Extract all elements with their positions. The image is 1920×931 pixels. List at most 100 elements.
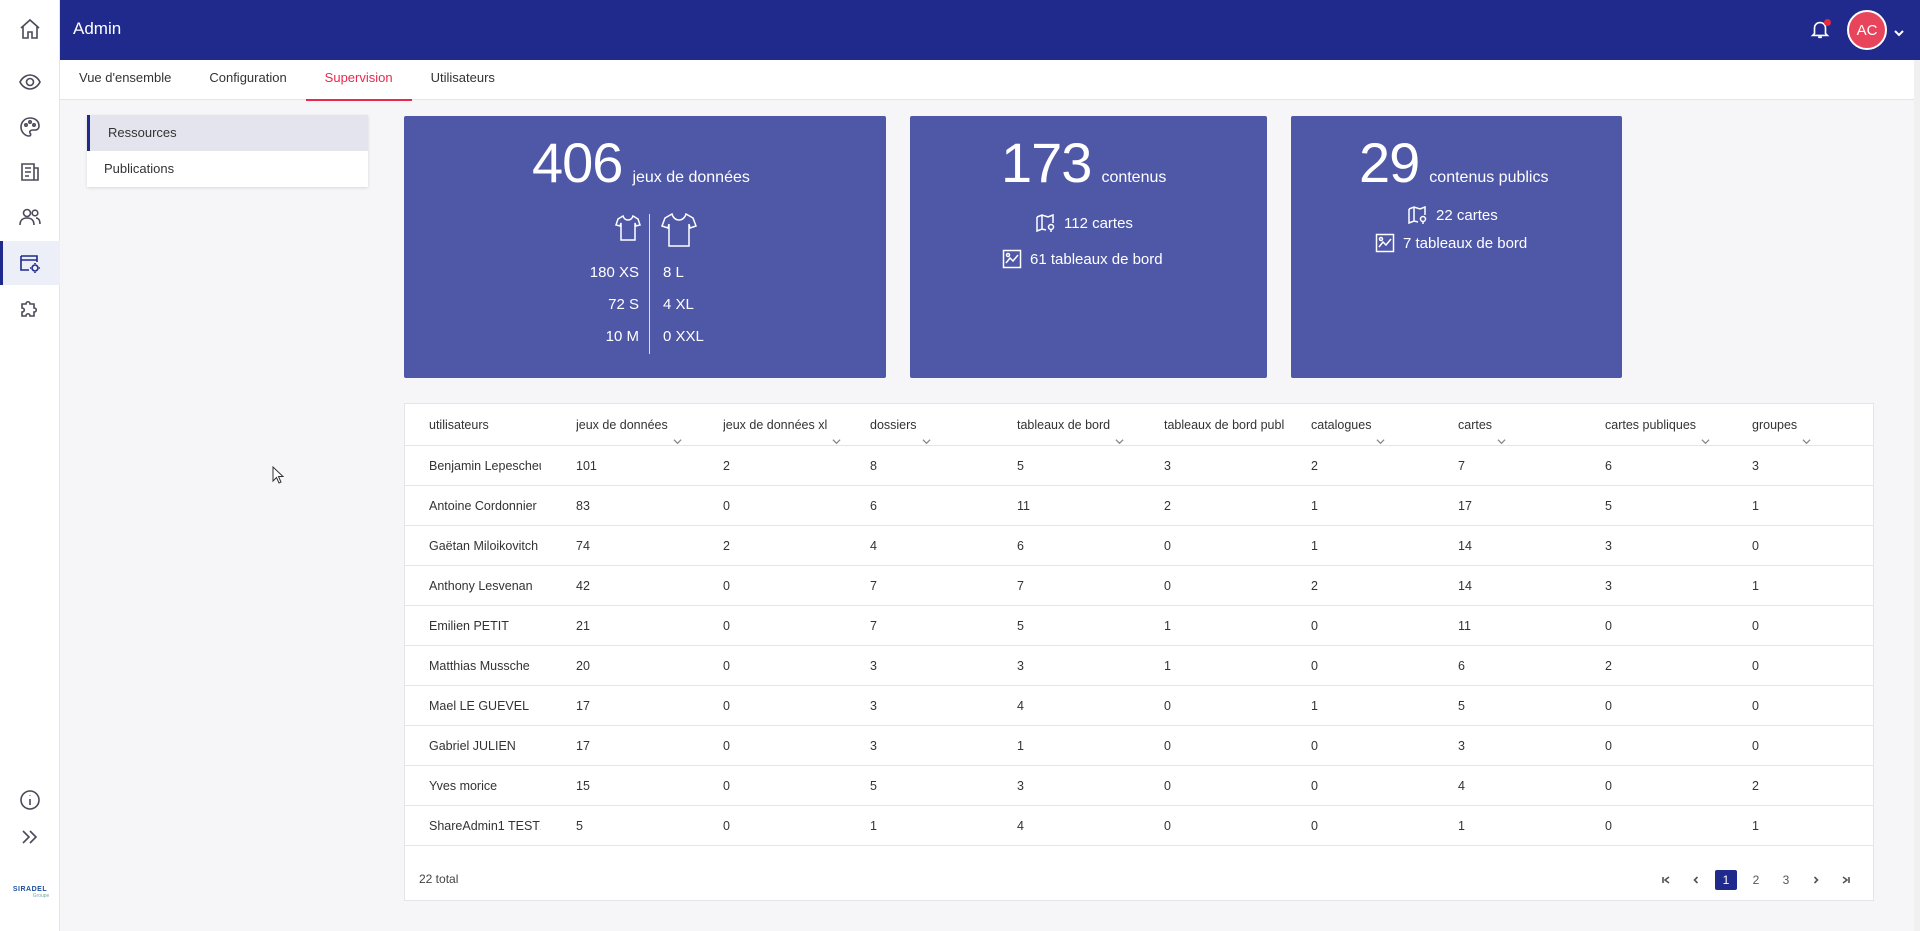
sort-chevron-icon[interactable]: [1115, 421, 1124, 445]
column-header[interactable]: jeux de données xl: [723, 404, 863, 446]
sort-chevron-icon[interactable]: [673, 421, 682, 445]
table-cell: 5: [1017, 619, 1024, 633]
table-cell: 21: [576, 619, 590, 633]
column-header[interactable]: tableaux de bord: [1017, 404, 1157, 446]
table-cell: 1: [1017, 739, 1024, 753]
next-page-icon[interactable]: [1805, 870, 1827, 890]
contents-dashboards: 61 tableaux de bord: [1030, 250, 1163, 268]
table-row[interactable]: Mael LE GUEVEL 17 0 3 4 0 1 5 0 0: [405, 686, 1873, 726]
table-row[interactable]: Gabriel JULIEN 17 0 3 1 0 0 3 0 0: [405, 726, 1873, 766]
table-row[interactable]: Anthony Lesvenan 42 0 7 7 0 2 14 3 1: [405, 566, 1873, 606]
palette-icon[interactable]: [0, 106, 60, 148]
notifications-bell-icon[interactable]: [1809, 18, 1831, 42]
table-cell: 20: [576, 659, 590, 673]
map-icon: [1036, 213, 1055, 233]
contents-card: 173 contenus 112 cartes 61 tableaux de b…: [910, 116, 1267, 378]
column-header[interactable]: groupes: [1752, 404, 1892, 446]
table-row[interactable]: ShareAdmin1 TEST1 5 0 1 4 0 0 1 0 1: [405, 806, 1873, 846]
user-name-cell: Antoine Cordonnier: [429, 499, 537, 513]
table-row[interactable]: Emilien PETIT 21 0 7 5 1 0 11 0 0: [405, 606, 1873, 646]
notification-dot: [1824, 19, 1831, 26]
expand-icon[interactable]: [0, 816, 60, 858]
puzzle-icon[interactable]: [0, 287, 60, 329]
table-cell: 0: [1752, 699, 1759, 713]
column-header[interactable]: catalogues: [1311, 404, 1451, 446]
admin-settings-icon[interactable]: [0, 241, 60, 285]
page-button-1[interactable]: 1: [1715, 870, 1737, 890]
home-icon[interactable]: [0, 8, 60, 50]
table-cell: 0: [1605, 779, 1612, 793]
column-header-label: dossiers: [870, 418, 917, 432]
tab-users[interactable]: Utilisateurs: [430, 70, 495, 85]
page-scrollbar[interactable]: [1914, 60, 1920, 931]
side-menu-item-ressources[interactable]: Ressources: [87, 115, 368, 151]
sort-chevron-icon[interactable]: [1701, 421, 1710, 445]
table-row[interactable]: Benjamin Lepescheu 101 2 8 5 3 2 7 6 3: [405, 446, 1873, 486]
public-contents-card: 29 contenus publics 22 cartes 7 tableaux…: [1291, 116, 1622, 378]
sort-chevron-icon[interactable]: [1376, 421, 1386, 445]
page-button-3[interactable]: 3: [1782, 873, 1790, 887]
table-cell: 4: [1017, 819, 1024, 833]
chevron-down-icon[interactable]: [1894, 25, 1904, 37]
sort-chevron-icon[interactable]: [1802, 421, 1811, 445]
size-l: 8 L: [663, 264, 684, 281]
user-name-cell: ShareAdmin1 TEST1: [429, 819, 541, 833]
last-page-icon[interactable]: [1835, 870, 1857, 890]
user-name-cell: Emilien PETIT: [429, 619, 509, 633]
table-cell: 2: [1311, 459, 1318, 473]
column-header[interactable]: cartes: [1458, 404, 1598, 446]
table-cell: 0: [723, 499, 730, 513]
mouse-cursor-icon: [272, 466, 284, 484]
table-row[interactable]: Gaëtan Miloikovitch 74 2 4 6 0 1 14 3 0: [405, 526, 1873, 566]
users-icon[interactable]: [0, 196, 60, 238]
table-cell: 4: [1458, 779, 1465, 793]
table-cell: 74: [576, 539, 590, 553]
prev-page-icon[interactable]: [1685, 870, 1707, 890]
table-row[interactable]: Antoine Cordonnier 83 0 6 11 2 1 17 5 1: [405, 486, 1873, 526]
dashboard-icon: [1375, 233, 1395, 253]
first-page-icon[interactable]: [1655, 870, 1677, 890]
table-cell: 1: [1311, 699, 1318, 713]
table-cell: 0: [1752, 739, 1759, 753]
table-cell: 14: [1458, 579, 1472, 593]
table-cell: 0: [1164, 739, 1171, 753]
table-footer: 22 total 1 2 3: [405, 858, 1873, 902]
tab-configuration[interactable]: Configuration: [209, 70, 287, 85]
table-cell: 0: [723, 579, 730, 593]
avatar[interactable]: AC: [1847, 10, 1887, 50]
sort-chevron-icon[interactable]: [1497, 421, 1506, 445]
column-header[interactable]: jeux de données: [576, 404, 716, 446]
table-cell: 1: [870, 819, 877, 833]
page-button-2[interactable]: 2: [1752, 873, 1760, 887]
sort-chevron-icon[interactable]: [832, 421, 841, 445]
column-header[interactable]: cartes publiques: [1605, 404, 1745, 446]
side-menu-item-publications[interactable]: Publications: [104, 161, 175, 176]
contents-maps: 112 cartes: [1064, 214, 1133, 232]
table-cell: 3: [870, 659, 877, 673]
column-header[interactable]: dossiers: [870, 404, 1010, 446]
table-row[interactable]: Matthias Mussche 20 0 3 3 1 0 6 2 0: [405, 646, 1873, 686]
pagination: 1 2 3: [1655, 870, 1857, 890]
column-header-label: jeux de données: [576, 418, 668, 432]
table-cell: 4: [1017, 699, 1024, 713]
table-row[interactable]: Yves morice 15 0 5 3 0 0 4 0 2: [405, 766, 1873, 806]
table-cell: 14: [1458, 539, 1472, 553]
user-name-cell: Mael LE GUEVEL: [429, 699, 530, 713]
table-cell: 0: [723, 619, 730, 633]
table-cell: 5: [1017, 459, 1024, 473]
info-icon[interactable]: [0, 779, 60, 821]
public-dashboards-row: 7 tableaux de bord: [1375, 233, 1527, 253]
tab-supervision[interactable]: Supervision: [305, 60, 412, 101]
tab-overview[interactable]: Vue d'ensemble: [79, 70, 172, 85]
table-cell: 7: [1458, 459, 1465, 473]
table-cell: 15: [576, 779, 590, 793]
table-cell: 11: [1458, 619, 1471, 633]
column-header-label: catalogues: [1311, 418, 1372, 432]
table-cell: 0: [1752, 619, 1759, 633]
table-cell: 6: [1017, 539, 1024, 553]
catalog-icon[interactable]: [0, 151, 60, 193]
eye-network-icon[interactable]: [0, 61, 60, 103]
column-header-label: cartes: [1458, 418, 1493, 432]
user-name-cell: Benjamin Lepescheu: [429, 459, 541, 473]
sort-chevron-icon[interactable]: [922, 421, 931, 445]
